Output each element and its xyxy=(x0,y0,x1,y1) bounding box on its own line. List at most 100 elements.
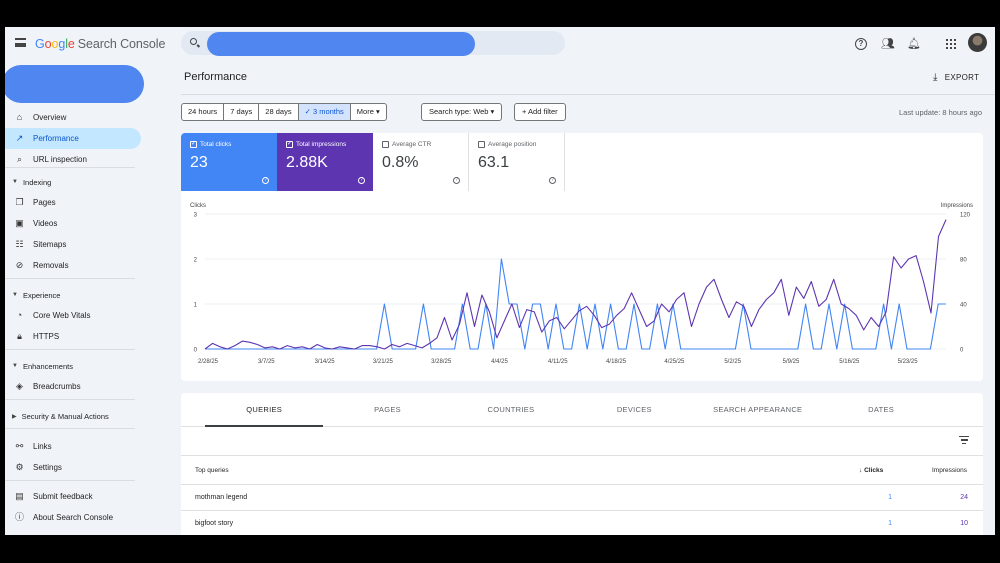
y-tick-right: 120 xyxy=(960,213,971,219)
checkbox-unchecked-icon[interactable] xyxy=(382,141,389,148)
sidebar-item-submit-feedback[interactable]: ▤ Submit feedback xyxy=(5,486,141,507)
tab-queries[interactable]: QUERIES xyxy=(205,393,324,427)
sidebar-item-label: Breadcrumbs xyxy=(33,382,81,391)
y-tick-left: 0 xyxy=(194,348,198,354)
metric-value: 23 xyxy=(190,154,208,171)
tab-countries[interactable]: COUNTRIES xyxy=(487,405,535,414)
menu-icon[interactable] xyxy=(15,38,26,47)
clicks-cell: 1 xyxy=(888,494,892,501)
sidebar-item-label: Sitemaps xyxy=(33,240,67,249)
help-icon[interactable]: ? xyxy=(358,177,365,184)
property-selector[interactable] xyxy=(5,65,144,103)
sidebar-item-url-inspection[interactable]: ⌕ URL inspection xyxy=(5,149,141,170)
sidebar-item-sitemaps[interactable]: ☷ Sitemaps xyxy=(5,234,141,255)
sidebar-item-removals[interactable]: ⊘ Removals xyxy=(5,255,141,276)
sidebar-item-breadcrumbs[interactable]: ◈ Breadcrumbs xyxy=(5,376,141,397)
help-icon[interactable]: ? xyxy=(453,177,460,184)
y-tick-left: 1 xyxy=(194,303,198,309)
table-row[interactable]: mothman legend 1 24 xyxy=(181,485,983,511)
sidebar-item-settings[interactable]: ⚙ Settings xyxy=(5,457,141,478)
trend-icon: ↗ xyxy=(15,133,24,143)
help-icon[interactable]: ? xyxy=(549,177,556,184)
date-range-option-1[interactable]: 7 days xyxy=(224,104,260,120)
search-input[interactable] xyxy=(181,31,565,56)
sidebar-item-https[interactable]: 🔒︎ HTTPS xyxy=(5,326,141,347)
sidebar-item-links[interactable]: ⚯ Links xyxy=(5,436,141,457)
sidebar-item-about-search-console[interactable]: ⓘ About Search Console xyxy=(5,507,141,528)
users-icon[interactable]: 👥︎ xyxy=(881,38,895,50)
table-tabs: QUERIES PAGES COUNTRIES DEVICES SEARCH APPEA… xyxy=(181,393,983,427)
column-header-query[interactable]: Top queries xyxy=(195,467,229,474)
search-redaction xyxy=(207,32,475,56)
column-header-impressions[interactable]: Impressions xyxy=(932,467,968,474)
tab-search-appearance[interactable]: SEARCH APPEARANCE xyxy=(713,405,803,414)
metric-value: 2.88K xyxy=(286,154,328,171)
apps-grid-icon[interactable] xyxy=(946,39,956,49)
clicks-cell: 1 xyxy=(888,520,892,527)
metric-value: 63.1 xyxy=(478,154,510,171)
sidebar-item-label: Performance xyxy=(33,134,79,143)
table-row[interactable]: bigfoot story 1 10 xyxy=(181,511,983,535)
bell-icon[interactable]: 🔔︎ xyxy=(907,38,921,50)
results-table-card: QUERIES PAGES COUNTRIES DEVICES SEARCH APPEA… xyxy=(181,393,983,535)
sidebar-divider xyxy=(5,480,135,481)
metric-total-impressions[interactable]: ✓ Total impressions 2.88K ? xyxy=(277,133,373,191)
sidebar-item-label: HTTPS xyxy=(33,332,60,341)
x-tick-label: 3/14/25 xyxy=(315,359,336,365)
tab-devices[interactable]: DEVICES xyxy=(616,405,652,414)
sidebar-item-performance[interactable]: ↗ Performance xyxy=(5,128,141,149)
export-button[interactable]: ⤓ EXPORT xyxy=(933,72,980,83)
avatar[interactable] xyxy=(968,33,987,52)
caret-down-icon: ▼ xyxy=(12,179,18,185)
performance-chart-card: ✓ Total clicks 23 ? ✓ Total impressions 2.… xyxy=(181,133,983,381)
search-type-filter[interactable]: Search type: Web ▾ xyxy=(421,103,503,121)
x-tick-label: 4/25/25 xyxy=(664,359,685,365)
sidebar-section-experience[interactable]: ▼ Experience xyxy=(12,290,61,300)
checkbox-checked-icon[interactable]: ✓ xyxy=(190,141,197,148)
sidebar-item-videos[interactable]: ▣ Videos xyxy=(5,213,141,234)
page-title: Performance xyxy=(184,71,247,83)
date-range-option-4[interactable]: More ▾ xyxy=(356,107,380,116)
gauge-icon: ◔ xyxy=(16,310,23,320)
caret-down-icon: ▼ xyxy=(12,363,18,369)
series-line-impressions[interactable] xyxy=(204,219,947,350)
sidebar-item-overview[interactable]: ⌂ Overview xyxy=(5,107,141,128)
metric-average-ctr[interactable]: Average CTR 0.8% ? xyxy=(373,133,469,191)
tab-dates[interactable]: DATES xyxy=(868,405,895,414)
metric-total-clicks[interactable]: ✓ Total clicks 23 ? xyxy=(181,133,277,191)
sidebar-divider xyxy=(5,278,135,279)
last-update-text: Last update: 8 hours ago xyxy=(899,108,982,117)
sidebar-section-indexing[interactable]: ▼ Indexing xyxy=(12,177,52,187)
date-range-option-0[interactable]: 24 hours xyxy=(182,104,225,120)
metric-value: 0.8% xyxy=(382,154,419,171)
table-header: Top queries ↓ Clicks Impressions xyxy=(181,455,983,485)
sidebar-divider xyxy=(5,167,135,168)
tab-pages[interactable]: PAGES xyxy=(374,405,401,414)
column-header-clicks[interactable]: ↓ Clicks xyxy=(859,467,884,474)
date-range-option-3[interactable]: ✓ 3 months xyxy=(298,104,351,120)
app-logo[interactable]: Google Search Console xyxy=(35,37,166,51)
y-tick-left: 2 xyxy=(194,258,198,264)
sidebar-item-pages[interactable]: ❐ Pages xyxy=(5,192,141,213)
metric-average-position[interactable]: Average position 63.1 ? xyxy=(469,133,565,191)
filter-icon[interactable] xyxy=(959,436,969,444)
sidebar-section-enhancements[interactable]: ▼ Enhancements xyxy=(12,361,73,371)
sidebar-section-security-manual-actions[interactable]: ▶ Security & Manual Actions xyxy=(12,411,109,421)
app-window: Google Search Console ? 👥︎ 🔔︎ ⌂ Overview ↗ P… xyxy=(5,27,995,535)
x-tick-label: 5/16/25 xyxy=(839,359,860,365)
sidebar-divider xyxy=(5,349,135,350)
app-product-name: Search Console xyxy=(77,37,166,51)
caret-down-icon: ▼ xyxy=(12,292,18,298)
add-filter-button[interactable]: + Add filter xyxy=(514,103,566,121)
lock-icon: 🔒︎ xyxy=(17,331,22,341)
performance-line-chart[interactable]: Clicks Impressions 0 0 1 40 2 80 3 120 2/28/25 3/7/… xyxy=(181,197,983,381)
y-axis-left-label: Clicks xyxy=(190,203,206,209)
x-tick-label: 3/7/25 xyxy=(258,359,275,365)
help-icon[interactable]: ? xyxy=(262,177,269,184)
date-range-option-2[interactable]: 28 days xyxy=(259,104,299,120)
checkbox-checked-icon[interactable]: ✓ xyxy=(286,141,293,148)
help-icon[interactable]: ? xyxy=(855,38,867,50)
checkbox-unchecked-icon[interactable] xyxy=(478,141,485,148)
sidebar-item-core-web-vitals[interactable]: ◔ Core Web Vitals xyxy=(5,305,141,326)
sidebar-item-label: Removals xyxy=(33,261,69,270)
